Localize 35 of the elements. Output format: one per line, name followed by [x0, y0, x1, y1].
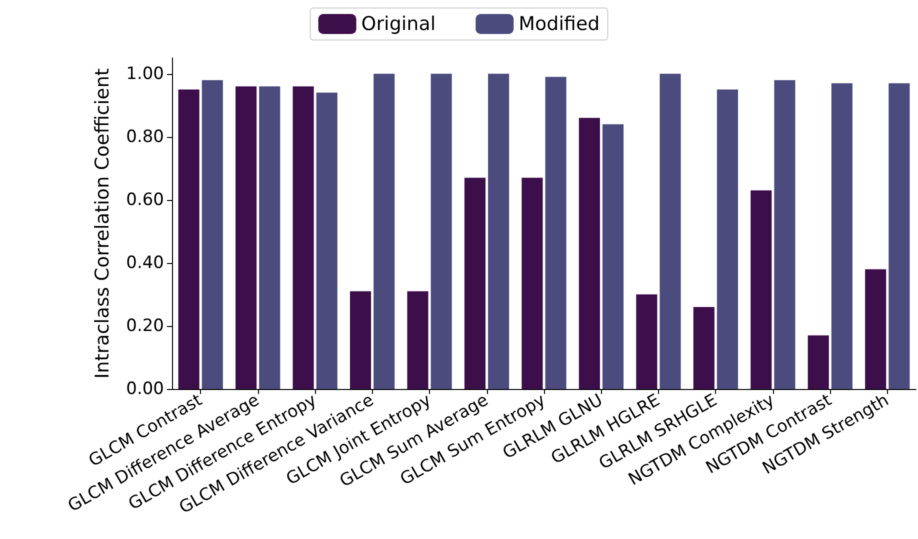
y-tick-label: 0.80 — [126, 126, 164, 147]
bar — [259, 86, 280, 389]
bar — [545, 76, 566, 389]
bar — [750, 190, 772, 389]
bar — [488, 74, 510, 389]
bar — [407, 291, 428, 389]
bar — [430, 74, 452, 389]
bar — [202, 80, 223, 389]
bar — [602, 124, 624, 389]
y-tick-label: 0.60 — [126, 190, 164, 210]
bar — [236, 86, 257, 389]
bar — [374, 74, 395, 389]
bar — [888, 83, 910, 389]
bar — [636, 294, 658, 389]
bar — [716, 90, 738, 389]
y-axis-title: Intraclass Correlation Coefficient — [92, 68, 114, 379]
bar — [808, 335, 829, 389]
bar — [865, 269, 886, 389]
bar — [578, 118, 600, 389]
legend-label: Original — [361, 13, 436, 35]
bar — [660, 74, 681, 389]
bar — [831, 83, 852, 389]
bar — [774, 80, 796, 389]
bar — [350, 291, 372, 389]
y-tick-label: 1.00 — [126, 64, 164, 84]
bar — [316, 92, 338, 389]
y-tick-label: 0.00 — [126, 379, 164, 399]
legend-label: Modified — [518, 13, 600, 35]
bar — [522, 178, 543, 389]
bar — [693, 307, 714, 389]
bar — [292, 86, 314, 389]
y-tick-label: 0.20 — [126, 316, 164, 336]
bar — [464, 178, 486, 389]
y-tick-label: 0.40 — [126, 252, 164, 273]
bar — [178, 90, 200, 389]
